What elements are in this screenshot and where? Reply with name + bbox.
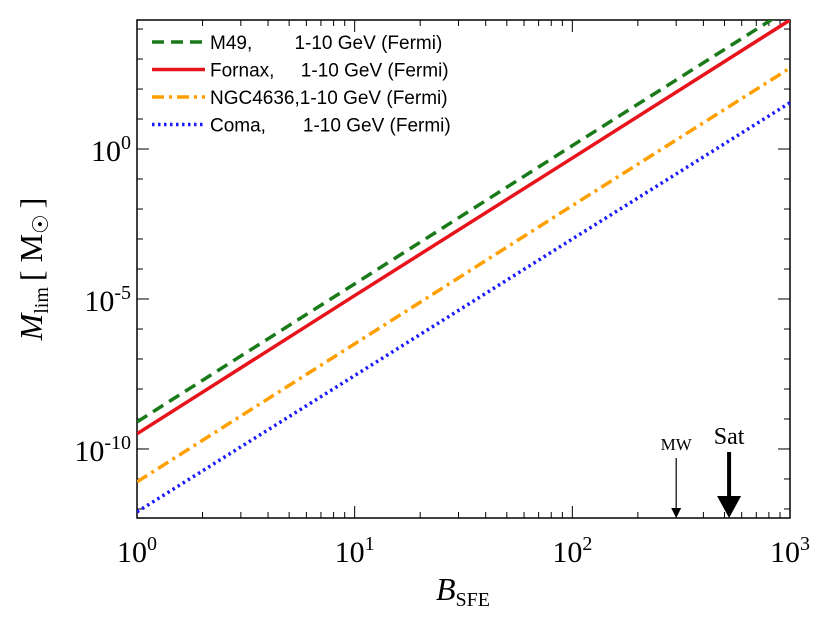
x-tick-label: 101 xyxy=(335,533,375,569)
legend-label: NGC4636,1-10 GeV (Fermi) xyxy=(210,88,448,109)
x-label-sub: SFE xyxy=(456,589,490,611)
y-label-unit: ] xyxy=(13,198,49,209)
annotation-label: Sat xyxy=(714,424,745,450)
x-tick-label: 102 xyxy=(552,533,592,569)
y-label-sub: lim xyxy=(31,287,53,314)
y-tick-label: 10-10 xyxy=(74,432,131,468)
y-tick-label: 10-5 xyxy=(84,282,131,318)
series-line xyxy=(137,20,790,436)
x-tick-label: 103 xyxy=(770,533,810,569)
legend-label: M49, 1-10 GeV (Fermi) xyxy=(210,33,442,54)
annotation-label: MW xyxy=(661,435,693,454)
series-line xyxy=(137,20,775,424)
x-axis-label: BSFE xyxy=(436,571,490,611)
legend-label: Fornax, 1-10 GeV (Fermi) xyxy=(210,61,449,82)
series-line xyxy=(137,101,790,514)
annotation-arrowhead xyxy=(717,496,742,518)
x-tick-label: 100 xyxy=(117,533,157,569)
x-label-main: B xyxy=(436,571,456,607)
y-label-main: M xyxy=(13,311,49,341)
legend-label: Coma, 1-10 GeV (Fermi) xyxy=(210,116,451,137)
annotation-arrowhead xyxy=(671,508,682,518)
y-tick-label: 100 xyxy=(91,132,131,168)
y-label-unit: [ M xyxy=(13,234,49,281)
y-label-symbol: ☉ xyxy=(28,214,53,234)
series-line xyxy=(137,66,790,484)
y-axis-label: Mlim [ M☉] xyxy=(13,198,53,342)
